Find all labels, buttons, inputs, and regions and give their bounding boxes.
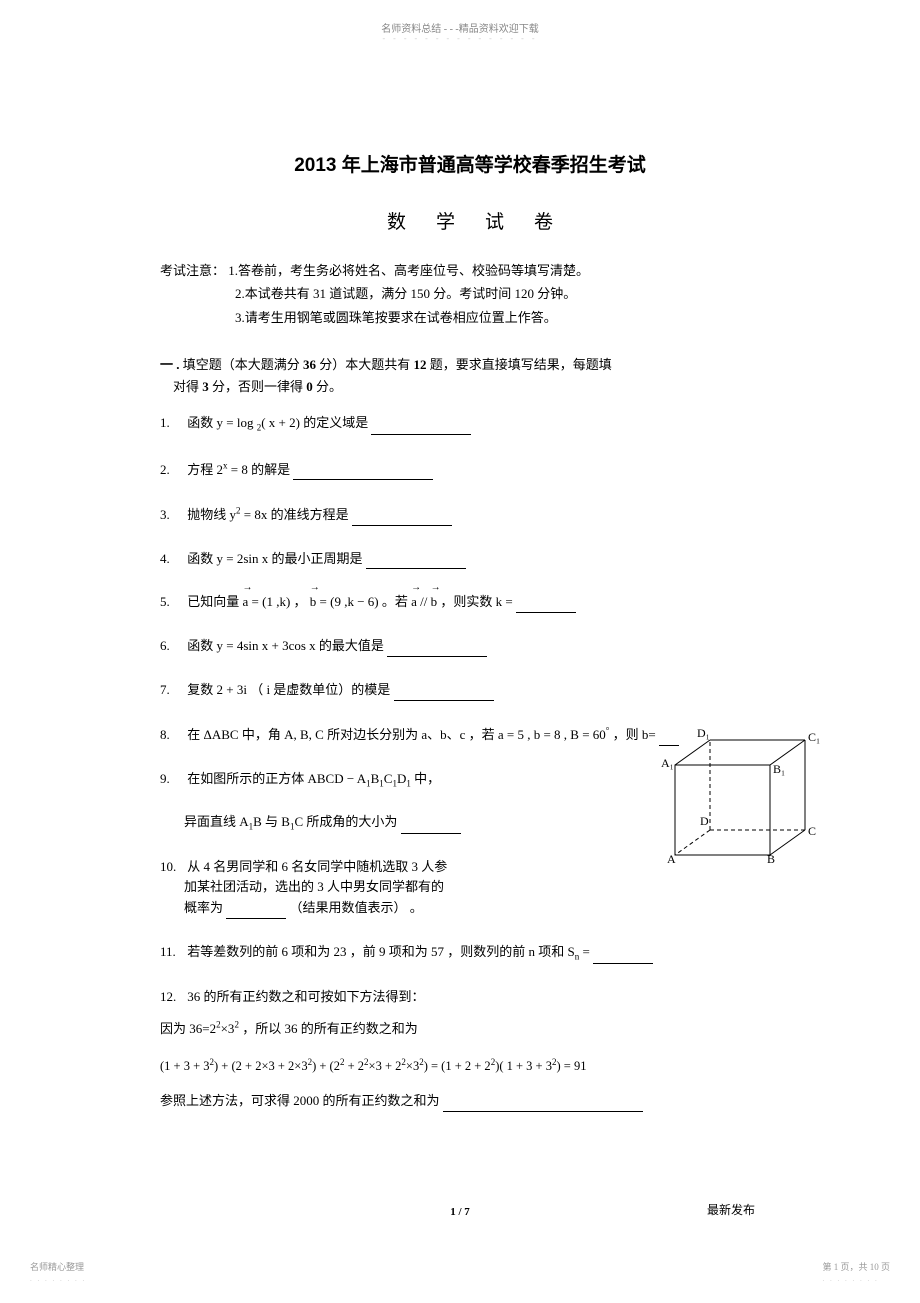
question-11: 11. 若等差数列的前 6 项和为 23 ，前 9 项和为 57 ，则数列的前 … <box>160 942 780 964</box>
page-number: 1 / 7 <box>0 1206 920 1218</box>
cube-label-D1: D₁ <box>697 726 710 740</box>
q1-num: 1. <box>160 413 184 434</box>
section-text: 填空题（本大题满分 36 分）本大题共有 12 题，要求直接填写结果，每题填 对… <box>160 357 612 394</box>
q8-text: 在 ΔABC 中，角 A, B, C 所对边长分别为 a、b、c ，若 a = … <box>187 727 656 742</box>
q10-text1: 从 4 名男同学和 6 名女同学中随机选取 3 人参 <box>187 859 447 874</box>
instruction-2: 2.本试卷共有 31 道试题，满分 150 分。考试时间 120 分钟。 <box>160 282 780 305</box>
instructions: 考试注意： 1.答卷前，考生务必将姓名、高考座位号、校验码等填写清楚。 2.本试… <box>160 259 780 329</box>
question-5: 5. 已知向量 a = (1 ,k) ， b = (9 ,k − 6) 。若 a… <box>160 592 780 613</box>
q10-text2: 加某社团活动，选出的 3 人中男女同学都有的 <box>160 879 444 894</box>
q12-line4: 参照上述方法，可求得 2000 的所有正约数之和为 <box>160 1091 780 1112</box>
header-dots: - - - - - - - - - - - - - - - <box>0 34 920 43</box>
q4-num: 4. <box>160 549 184 570</box>
header-note: 名师资料总结 - - -精品资料欢迎下载 <box>0 20 920 35</box>
cube-label-C: C <box>808 824 816 838</box>
question-10: 10. 从 4 名男同学和 6 名女同学中随机选取 3 人参 加某社团活动，选出… <box>160 857 520 919</box>
q2-num: 2. <box>160 460 184 481</box>
q12-text3: 参照上述方法，可求得 2000 的所有正约数之和为 <box>160 1093 440 1108</box>
cube-label-B: B <box>767 852 775 865</box>
q2-text: 方程 2x = 8 的解是 <box>187 462 290 477</box>
instruction-3: 3.请考生用钢笔或圆珠笔按要求在试卷相应位置上作答。 <box>160 306 780 329</box>
q8-num: 8. <box>160 725 184 746</box>
q7-num: 7. <box>160 680 184 701</box>
q9-blank <box>401 820 461 834</box>
q10-blank <box>226 905 286 919</box>
instructions-label: 考试注意： <box>160 263 225 278</box>
q6-num: 6. <box>160 636 184 657</box>
q9-text2: 异面直线 A1B 与 B1C 所成角的大小为 <box>160 814 397 829</box>
footer-right: 第 1 页，共 10 页 . . . . . . . . <box>822 1260 890 1283</box>
q12-blank <box>443 1098 643 1112</box>
question-2: 2. 方程 2x = 8 的解是 <box>160 458 780 480</box>
question-1: 1. 函数 y = log 2( x + 2) 的定义域是 <box>160 413 780 435</box>
cube-label-B1: B₁ <box>773 762 785 776</box>
q4-text: 函数 y = 2sin x 的最小正周期是 <box>187 551 362 566</box>
q9-num: 9. <box>160 769 184 790</box>
q5-text: 已知向量 a = (1 ,k) ， b = (9 ,k − 6) 。若 a //… <box>187 594 512 609</box>
q12-line2: 因为 36=22×32 ，所以 36 的所有正约数之和为 <box>160 1018 780 1040</box>
q10-text4: （结果用数值表示） 。 <box>290 900 423 915</box>
question-7: 7. 复数 2 + 3i （ i 是虚数单位）的模是 <box>160 680 780 701</box>
q5-num: 5. <box>160 592 184 613</box>
q12-formula: (1 + 3 + 32) + (2 + 2×3 + 2×32) + (22 + … <box>160 1055 780 1076</box>
question-4: 4. 函数 y = 2sin x 的最小正周期是 <box>160 549 780 570</box>
q3-blank <box>352 512 452 526</box>
question-12: 12. 36 的所有正约数之和可按如下方法得到： <box>160 987 780 1008</box>
cube-label-A1: A₁ <box>661 756 674 770</box>
q3-num: 3. <box>160 505 184 526</box>
q6-text: 函数 y = 4sin x + 3cos x 的最大值是 <box>187 638 384 653</box>
q1-text: 函数 y = log 2( x + 2) 的定义域是 <box>187 415 368 430</box>
q10-text3: 概率为 <box>160 900 223 915</box>
q4-blank <box>366 555 466 569</box>
exam-subtitle: 数学试卷 <box>160 207 780 234</box>
q1-blank <box>371 421 471 435</box>
section-1-title: 一 . 填空题（本大题满分 36 分）本大题共有 12 题，要求直接填写结果，每… <box>160 354 780 398</box>
cube-label-C1: C₁ <box>808 730 820 744</box>
cube-diagram: A B C D A₁ B₁ C₁ D₁ <box>655 725 835 865</box>
main-content: 2013 年上海市普通高等学校春季招生考试 数学试卷 考试注意： 1.答卷前，考… <box>160 150 780 1135</box>
q12-text1: 36 的所有正约数之和可按如下方法得到： <box>187 989 424 1004</box>
q10-num: 10. <box>160 857 184 878</box>
question-9: 9. 在如图所示的正方体 ABCD − A1B1C1D1 中， 异面直线 A1B… <box>160 769 540 834</box>
q5-blank <box>516 599 576 613</box>
q7-text: 复数 2 + 3i （ i 是虚数单位）的模是 <box>187 682 390 697</box>
q9-text1: 在如图所示的正方体 ABCD − A1B1C1D1 中， <box>187 771 440 786</box>
q11-num: 11. <box>160 942 184 963</box>
cube-label-D: D <box>700 814 709 828</box>
q7-blank <box>394 687 494 701</box>
instruction-1: 1.答卷前，考生务必将姓名、高考座位号、校验码等填写清楚。 <box>228 263 589 278</box>
cube-label-A: A <box>667 852 676 865</box>
q12-num: 12. <box>160 987 184 1008</box>
q12-text2: 因为 36=22×32 ，所以 36 的所有正约数之和为 <box>160 1021 418 1036</box>
footer-left: 名师精心整理 . . . . . . . . <box>30 1260 86 1283</box>
q6-blank <box>387 643 487 657</box>
question-6: 6. 函数 y = 4sin x + 3cos x 的最大值是 <box>160 636 780 657</box>
q2-blank <box>293 466 433 480</box>
q11-blank <box>593 950 653 964</box>
q11-text: 若等差数列的前 6 项和为 23 ，前 9 项和为 57 ，则数列的前 n 项和… <box>187 944 590 959</box>
latest-label: 最新发布 <box>707 1201 755 1218</box>
section-prefix: 一 . <box>160 357 180 372</box>
question-3: 3. 抛物线 y2 = 8x 的准线方程是 <box>160 503 780 525</box>
q3-text: 抛物线 y2 = 8x 的准线方程是 <box>187 507 348 522</box>
exam-title: 2013 年上海市普通高等学校春季招生考试 <box>160 150 780 177</box>
